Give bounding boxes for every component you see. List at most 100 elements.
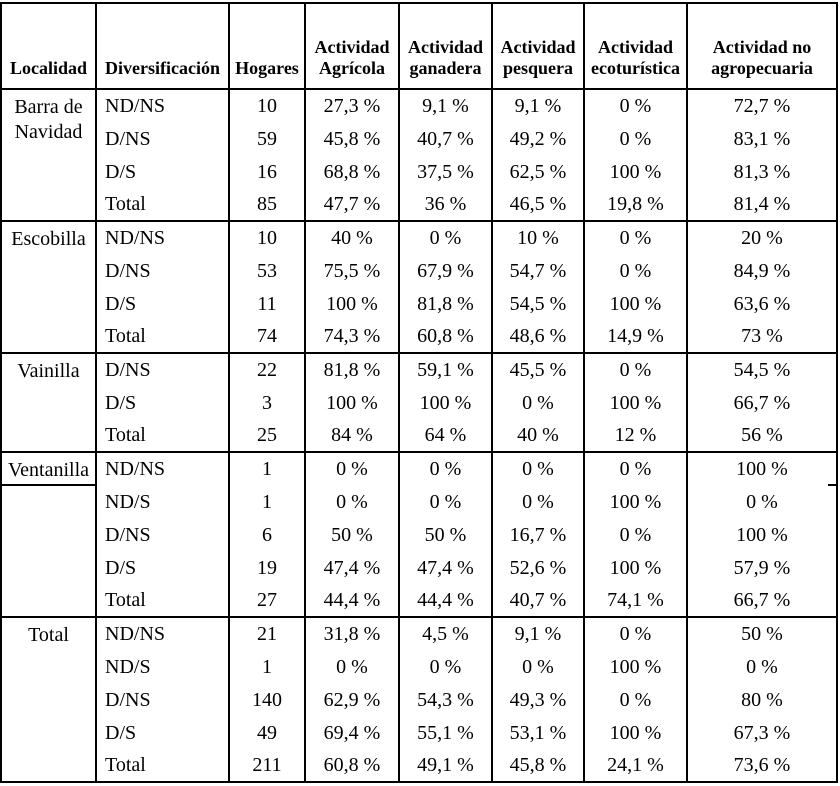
value-cell: 0 % [304, 650, 400, 683]
diversification-cell: ND/NS [95, 617, 230, 650]
value-cell: 0 % [583, 221, 688, 254]
value-cell: 0 % [583, 122, 688, 155]
value-cell: 10 [228, 221, 306, 254]
value-cell: 1 [228, 452, 306, 485]
value-cell: 85 [228, 188, 306, 221]
value-cell: 100 % [686, 518, 838, 551]
diversification-cell: ND/NS [95, 221, 230, 254]
value-cell: 22 [228, 353, 306, 386]
value-cell: 81,3 % [686, 155, 838, 188]
value-cell: 3 [228, 386, 306, 419]
table-row: D/NS 140 62,9 % 54,3 % 49,3 % 0 % 80 % [1, 683, 838, 716]
value-cell: 100 % [583, 485, 688, 518]
value-cell: 21 [228, 617, 306, 650]
table-row: Ventanilla ND/NS 1 0 % 0 % 0 % 0 % 100 % [0, 452, 839, 486]
table-row: D/NS 59 45,8 % 40,7 % 49,2 % 0 % 83,1 % [1, 122, 838, 155]
value-cell: 68,8 % [304, 155, 400, 188]
value-cell: 19,8 % [583, 188, 688, 221]
locality-section: Escobilla ND/NS 10 40 % 0 % 10 % 0 % 20 % D/NS 53… [0, 221, 838, 353]
column-header-diversificacion: Diversificación [95, 3, 230, 89]
value-cell: 59 [228, 122, 306, 155]
value-cell: 100 % [583, 716, 688, 749]
value-cell: 0 % [304, 452, 400, 485]
diversification-cell: D/S [95, 551, 230, 584]
table-row: D/S 3 100 % 100 % 0 % 100 % 66,7 % [1, 386, 838, 419]
value-cell: 81,8 % [398, 287, 493, 320]
value-cell: 100 % [583, 386, 688, 419]
value-cell: 50 % [686, 617, 838, 650]
value-cell: 54,7 % [491, 254, 585, 287]
table-row: Total 25 84 % 64 % 40 % 12 % 56 % [1, 419, 838, 452]
value-cell: 14,9 % [583, 320, 688, 353]
diversification-cell: Total [95, 320, 230, 353]
value-cell: 36 % [398, 188, 493, 221]
value-cell: 49,3 % [491, 683, 585, 716]
locality-cell: Ventanilla [0, 452, 97, 486]
diversification-cell: D/NS [95, 254, 230, 287]
value-cell: 50 % [304, 518, 400, 551]
value-cell: 27 [228, 584, 306, 617]
value-cell: 37,5 % [398, 155, 493, 188]
value-cell: 0 % [491, 386, 585, 419]
table-row: ND/S 1 0 % 0 % 0 % 100 % 0 % [0, 485, 838, 617]
locality-cell: Escobilla [0, 221, 97, 353]
value-cell: 16 [228, 155, 306, 188]
value-cell: 47,4 % [304, 551, 400, 584]
value-cell: 0 % [304, 485, 400, 518]
value-cell: 74,1 % [583, 584, 688, 617]
value-cell: 83,1 % [686, 122, 838, 155]
value-cell: 0 % [583, 518, 688, 551]
value-cell: 0 % [583, 617, 688, 650]
value-cell: 59,1 % [398, 353, 493, 386]
value-cell: 11 [228, 287, 306, 320]
value-cell: 4,5 % [398, 617, 493, 650]
table-row: D/NS 6 50 % 50 % 16,7 % 0 % 100 % [1, 518, 838, 551]
diversification-cell: D/S [95, 386, 230, 419]
diversification-cell: ND/NS [95, 89, 230, 122]
value-cell: 100 % [583, 650, 688, 683]
value-cell: 20 % [686, 221, 838, 254]
value-cell: 56 % [686, 419, 838, 452]
table-row: D/S 19 47,4 % 47,4 % 52,6 % 100 % 57,9 % [1, 551, 838, 584]
value-cell: 9,1 % [398, 89, 493, 122]
value-cell: 45,8 % [491, 749, 585, 782]
value-cell: 40 % [491, 419, 585, 452]
value-cell: 10 % [491, 221, 585, 254]
value-cell: 53 [228, 254, 306, 287]
value-cell: 66,7 % [686, 386, 838, 419]
diversification-cell: Total [95, 419, 230, 452]
value-cell: 0 % [583, 452, 688, 485]
value-cell: 0 % [491, 452, 585, 485]
diversification-cell: ND/S [95, 650, 230, 683]
table-row: Vainilla D/NS 22 81,8 % 59,1 % 45,5 % 0 % 54,5 … [0, 353, 838, 452]
value-cell: 100 % [583, 551, 688, 584]
value-cell: 27,3 % [304, 89, 400, 122]
table-row: Total 74 74,3 % 60,8 % 48,6 % 14,9 % 73 % [1, 320, 838, 353]
value-cell: 44,4 % [398, 584, 493, 617]
table-row: Total ND/NS 21 31,8 % 4,5 % 9,1 % 0 % 50 % [0, 617, 838, 782]
value-cell: 12 % [583, 419, 688, 452]
value-cell: 54,3 % [398, 683, 493, 716]
value-cell: 74,3 % [304, 320, 400, 353]
value-cell: 55,1 % [398, 716, 493, 749]
diversification-cell: Total [95, 584, 230, 617]
locality-cell: Barra de Navidad [0, 89, 97, 221]
column-header-actividad-ecoturistica: Actividad ecoturística [583, 3, 688, 89]
value-cell: 40,7 % [491, 584, 585, 617]
diversification-cell: ND/NS [95, 452, 230, 485]
diversification-cell: ND/S [95, 485, 230, 518]
value-cell: 0 % [583, 683, 688, 716]
table-row: Escobilla ND/NS 10 40 % 0 % 10 % 0 % 20 % [0, 221, 838, 353]
value-cell: 9,1 % [491, 89, 585, 122]
value-cell: 73 % [686, 320, 838, 353]
value-cell: 100 % [583, 287, 688, 320]
column-header-actividad-ganadera: Actividad ganadera [398, 3, 493, 89]
value-cell: 0 % [398, 221, 493, 254]
value-cell: 0 % [686, 485, 838, 518]
value-cell: 81,8 % [304, 353, 400, 386]
value-cell: 73,6 % [686, 749, 838, 782]
value-cell: 1 [228, 485, 306, 518]
locality-section: Barra de Navidad ND/NS 10 27,3 % 9,1 % 9,1 % 0… [0, 89, 838, 221]
value-cell: 100 % [583, 155, 688, 188]
table-row: Total 85 47,7 % 36 % 46,5 % 19,8 % 81,4 % [1, 188, 838, 221]
